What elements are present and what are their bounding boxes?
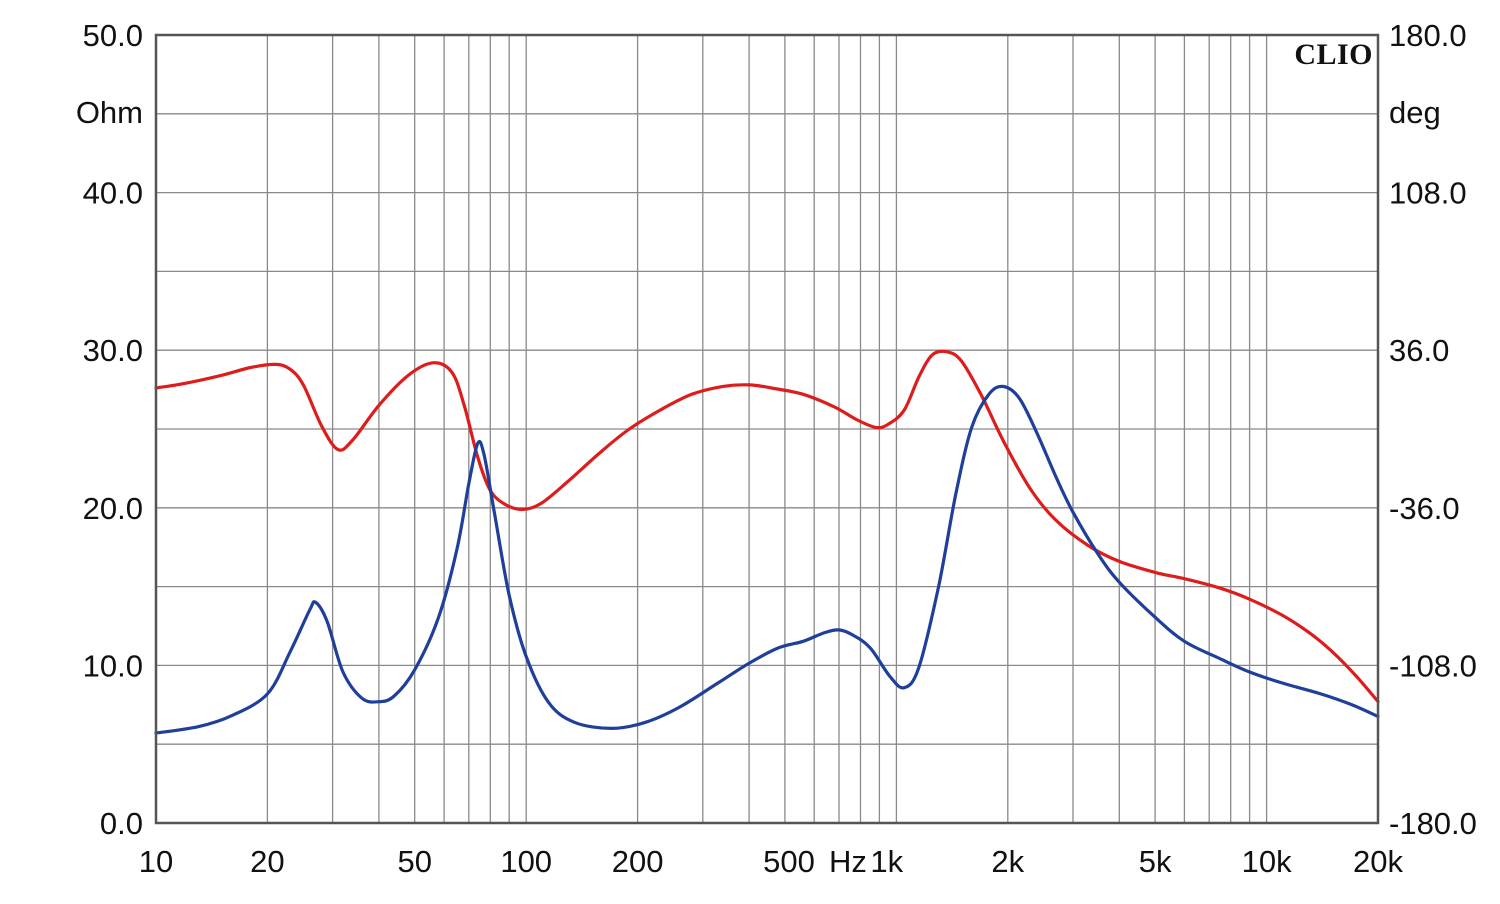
left-axis-unit: Ohm <box>76 95 143 130</box>
right-y-tick-label: -36.0 <box>1389 491 1460 526</box>
series-layer <box>154 349 1380 735</box>
right-y-tick-label: 36.0 <box>1389 333 1449 368</box>
phase-curve <box>154 384 1380 735</box>
x-tick-label: 100 <box>500 844 552 879</box>
x-tick-label: 1k <box>870 844 903 879</box>
impedance-curve <box>154 349 1380 704</box>
grid <box>156 35 1378 823</box>
clio-logo-text: CLIO <box>1294 38 1373 71</box>
left-y-tick-label: 40.0 <box>83 176 143 211</box>
x-tick-label: 20k <box>1353 844 1403 879</box>
x-axis-unit: Hz <box>829 844 867 879</box>
left-y-tick-label: 20.0 <box>83 491 143 526</box>
left-y-tick-label: 30.0 <box>83 333 143 368</box>
right-y-tick-label: 180.0 <box>1389 18 1467 53</box>
left-y-tick-label: 50.0 <box>83 18 143 53</box>
right-axis-unit: deg <box>1389 95 1441 130</box>
x-tick-label: 10k <box>1242 844 1292 879</box>
x-tick-label: 20 <box>250 844 284 879</box>
x-tick-label: 5k <box>1139 844 1172 879</box>
x-tick-label: 10 <box>139 844 173 879</box>
right-y-tick-label: -108.0 <box>1389 648 1477 683</box>
right-y-tick-label: -180.0 <box>1389 806 1477 841</box>
left-y-tick-label: 0.0 <box>100 806 143 841</box>
axis-labels: 0.0 10.0 20.0 30.0 40.0 50.0 -180.0 -108.0 -36.0… <box>83 18 1477 879</box>
x-tick-label: 2k <box>991 844 1024 879</box>
x-tick-label: 200 <box>612 844 664 879</box>
right-y-tick-label: 108.0 <box>1389 176 1467 211</box>
left-y-tick-label: 10.0 <box>83 648 143 683</box>
x-tick-label: 500 <box>763 844 815 879</box>
x-tick-label: 50 <box>397 844 431 879</box>
plot-frame <box>154 33 1380 825</box>
